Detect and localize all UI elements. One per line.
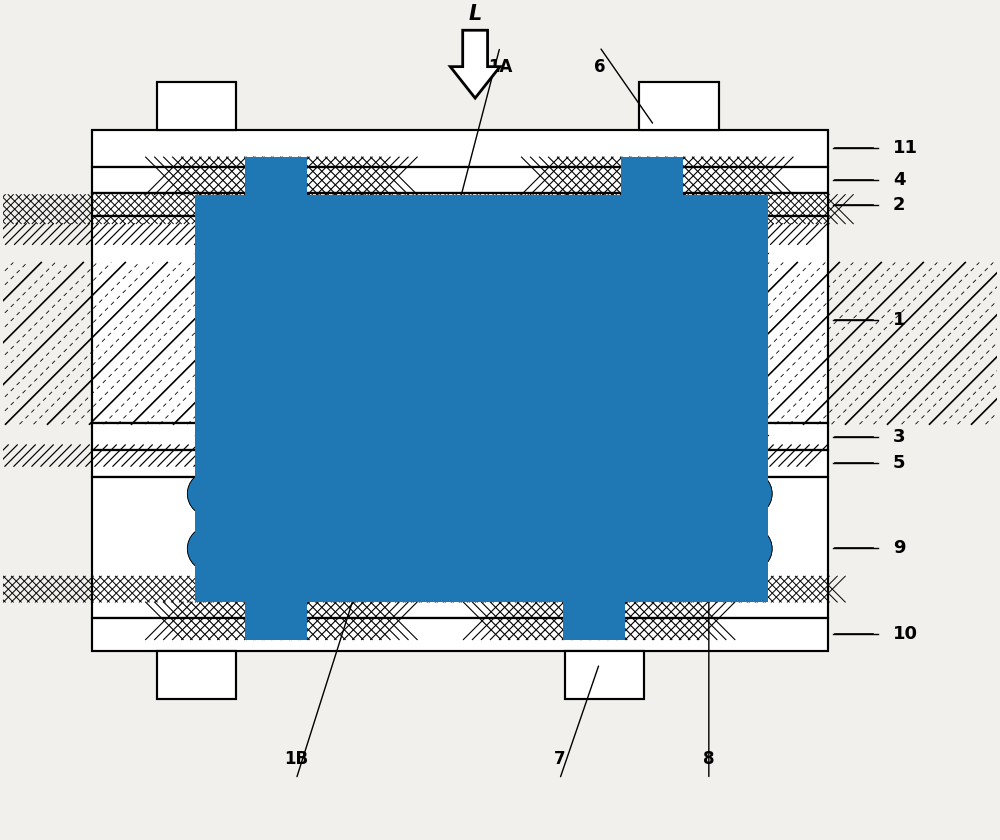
Circle shape — [698, 472, 742, 516]
Circle shape — [368, 472, 412, 516]
Bar — [92, 423, 828, 450]
Bar — [92, 477, 828, 618]
Bar — [92, 193, 828, 217]
Circle shape — [698, 527, 742, 570]
Bar — [639, 81, 719, 129]
Circle shape — [578, 472, 622, 516]
Text: 7: 7 — [554, 749, 565, 768]
Bar — [157, 651, 236, 699]
Circle shape — [428, 472, 472, 516]
Circle shape — [638, 527, 682, 570]
Circle shape — [308, 527, 352, 570]
Bar — [92, 217, 828, 423]
Circle shape — [488, 472, 532, 516]
Text: 5: 5 — [893, 454, 905, 472]
Circle shape — [458, 472, 502, 516]
Circle shape — [278, 472, 322, 516]
FancyArrow shape — [450, 30, 500, 98]
Text: 2: 2 — [893, 196, 905, 214]
Bar — [639, 81, 719, 129]
Circle shape — [308, 472, 352, 516]
Circle shape — [248, 472, 292, 516]
Circle shape — [608, 472, 652, 516]
Bar — [565, 651, 644, 699]
Bar — [92, 450, 828, 477]
Text: 10: 10 — [893, 626, 918, 643]
Bar — [92, 618, 828, 651]
Text: 6: 6 — [594, 59, 605, 76]
Circle shape — [668, 472, 712, 516]
Text: 4: 4 — [893, 171, 905, 189]
Bar — [157, 81, 236, 129]
Bar — [92, 193, 828, 217]
Text: 1: 1 — [893, 311, 905, 329]
Text: 1A: 1A — [488, 59, 512, 76]
Bar — [92, 129, 828, 167]
Text: 3: 3 — [893, 428, 905, 446]
Text: 1B: 1B — [284, 749, 308, 768]
Circle shape — [488, 527, 532, 570]
Bar — [92, 450, 828, 477]
Circle shape — [728, 527, 772, 570]
Bar — [92, 477, 828, 618]
Bar — [157, 651, 236, 699]
Circle shape — [608, 527, 652, 570]
Circle shape — [578, 527, 622, 570]
Bar — [92, 217, 828, 423]
Circle shape — [188, 527, 232, 570]
Circle shape — [728, 472, 772, 516]
Circle shape — [368, 527, 412, 570]
Circle shape — [668, 527, 712, 570]
Circle shape — [218, 472, 262, 516]
Circle shape — [548, 527, 592, 570]
Circle shape — [518, 472, 562, 516]
Text: L: L — [469, 3, 482, 24]
Circle shape — [398, 472, 442, 516]
Circle shape — [218, 527, 262, 570]
Bar — [92, 423, 828, 450]
Circle shape — [398, 527, 442, 570]
Bar — [565, 651, 644, 699]
Text: 8: 8 — [703, 749, 715, 768]
Bar — [92, 167, 828, 193]
Circle shape — [518, 527, 562, 570]
Circle shape — [638, 472, 682, 516]
Circle shape — [428, 527, 472, 570]
Bar — [157, 81, 236, 129]
Bar — [92, 618, 828, 651]
Circle shape — [248, 527, 292, 570]
Bar — [92, 129, 828, 167]
Circle shape — [188, 472, 232, 516]
Bar — [92, 167, 828, 193]
Circle shape — [548, 472, 592, 516]
Circle shape — [338, 527, 382, 570]
Circle shape — [278, 527, 322, 570]
Text: 9: 9 — [893, 538, 905, 557]
Circle shape — [458, 527, 502, 570]
Circle shape — [338, 472, 382, 516]
Text: 11: 11 — [893, 139, 918, 157]
